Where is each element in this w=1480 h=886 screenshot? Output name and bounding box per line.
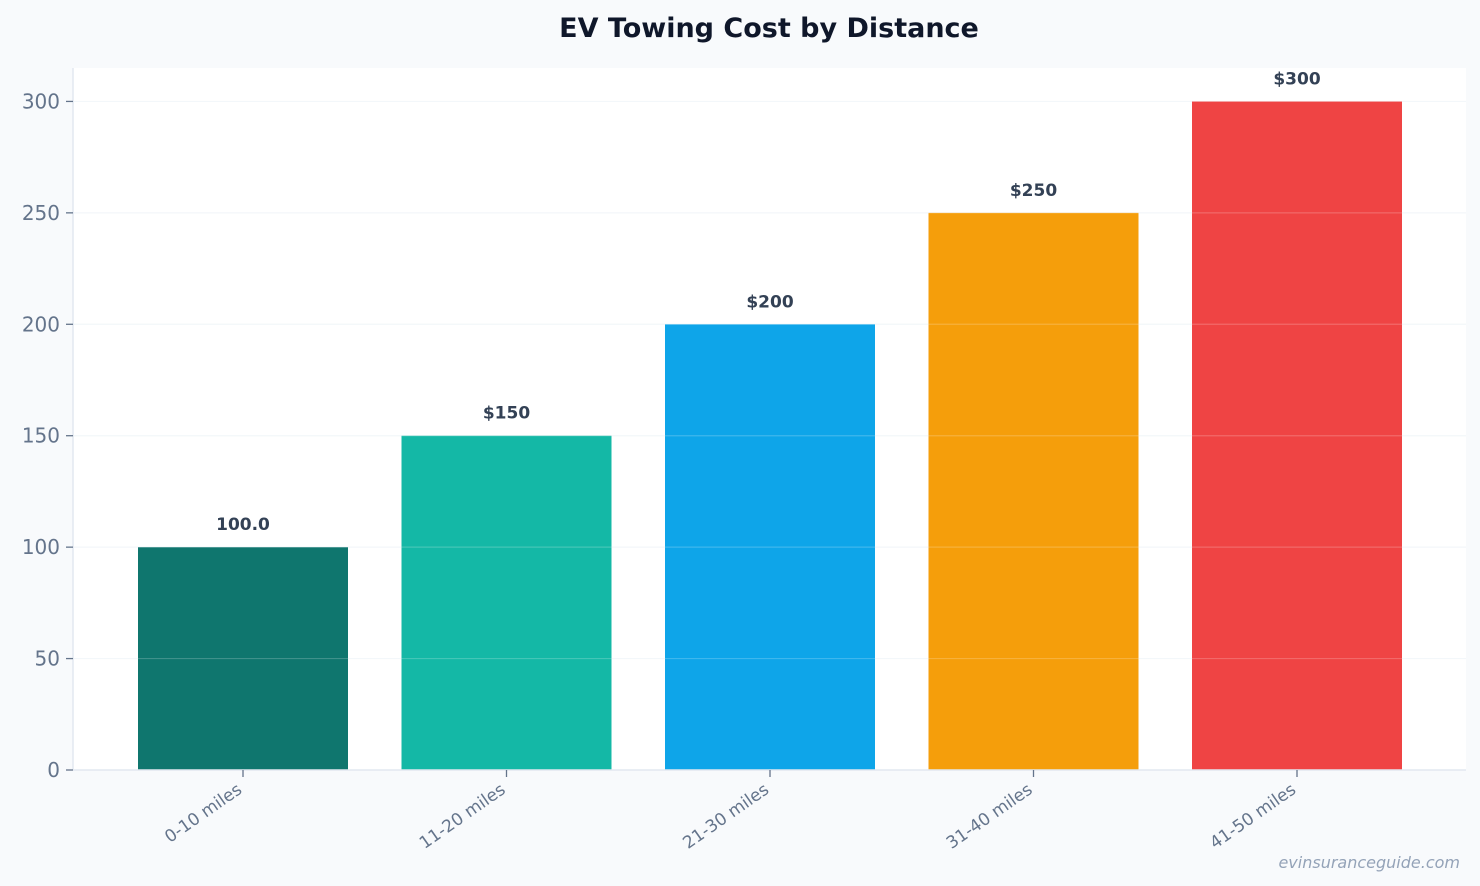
y-tick-label-0: 0: [47, 758, 60, 782]
x-ticks: 0-10 miles 11-20 miles 21-30 miles 31-40 mi…: [161, 770, 1300, 854]
chart-title: EV Towing Cost by Distance: [559, 13, 979, 44]
y-tick-label-50: 50: [35, 647, 60, 671]
bar-value-label-3: $200: [746, 292, 793, 312]
y-tick-label-150: 150: [22, 424, 60, 448]
x-tick-label-3: 21-30 miles: [679, 780, 773, 854]
bar-5: [1192, 101, 1402, 770]
bar-2: [401, 435, 612, 770]
x-tick-label-4: 31-40 miles: [943, 780, 1037, 854]
bar-value-label-4: $250: [1010, 181, 1057, 201]
bar-value-label-1: 100.0: [216, 515, 270, 535]
y-ticks: 0 50 100 150 200 250 300: [22, 89, 73, 782]
bar-value-label-2: $150: [483, 404, 530, 424]
x-tick-label-1: 0-10 miles: [161, 780, 246, 848]
y-tick-label-100: 100: [22, 535, 60, 559]
bars: [138, 101, 1402, 770]
data-labels: 100.0 $150 $200 $250 $300: [216, 69, 1321, 535]
watermark: evinsuranceguide.com: [1278, 853, 1460, 872]
bar-value-label-5: $300: [1273, 69, 1320, 89]
bar-1: [138, 547, 348, 770]
x-tick-label-2: 11-20 miles: [416, 780, 510, 854]
bar-4: [928, 212, 1139, 770]
y-tick-label-250: 250: [22, 201, 60, 225]
bar-3: [665, 324, 875, 770]
x-tick-label-5: 41-50 miles: [1206, 780, 1300, 854]
y-tick-label-300: 300: [22, 89, 60, 113]
bar-overlay-gridlines: [73, 100, 1466, 660]
y-tick-label-200: 200: [22, 312, 60, 336]
